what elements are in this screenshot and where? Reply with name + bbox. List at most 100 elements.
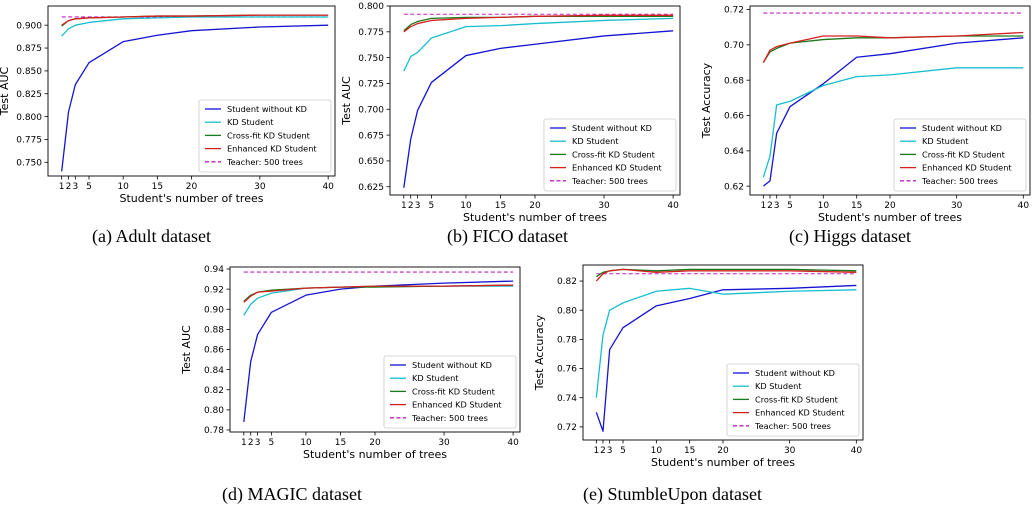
x-tick-label: 1 [593,446,599,456]
y-tick-label: 0.750 [358,54,384,64]
chart-panel-higgs: 1 2 3 5 10 15 20 30 40 0.62 0.64 0.66 0.68 0.70 0.72 St… [690,0,1035,225]
y-tick-label: 0.82 [204,386,224,396]
y-tick-label: 0.64 [724,147,744,157]
x-tick-label: 5 [787,201,793,211]
legend-label-student-without-kd: Student without KD [572,123,652,133]
chart-fico: 1 2 3 5 10 15 20 30 40 0.625 0.650 0.675 0.700 0.725 0… [340,2,681,224]
legend-label-crossfit-kd-student: Cross-fit KD Student [572,149,656,159]
series-line-kd-student [403,17,674,72]
y-tick-label: 0.825 [16,90,42,100]
x-axis-label: Student's number of trees [120,192,264,205]
legend: Student without KD KD Student Cross-fit KD… [726,363,860,437]
y-tick-label: 0.68 [724,76,744,86]
series-line-student-without-kd [243,280,514,423]
y-tick-label: 0.82 [557,277,577,287]
y-tick-label: 0.86 [204,346,224,356]
x-tick-label: 30 [598,201,610,211]
x-tick-label: 20 [186,182,198,192]
x-tick-label: 3 [72,182,78,192]
legend: Student without KD KD Student Cross-fit KD… [543,118,677,192]
y-tick-label: 0.875 [16,44,42,54]
legend-label-crossfit-kd-student: Cross-fit KD Student [922,149,1006,159]
legend-label-enhanced-kd-student: Enhanced KD Student [922,163,1012,173]
x-tick-label: 15 [684,446,695,456]
x-tick-label: 3 [415,201,421,211]
chart-panel-magic: 1 2 3 5 10 15 20 30 40 0.78 0.80 0.82 0.84 0.86 0.88 0.… [175,254,530,474]
x-tick-label: 3 [607,446,613,456]
x-tick-label: 3 [774,201,780,211]
x-axis-label: Student's number of trees [303,448,447,461]
series-line-student-without-kd [762,37,1024,187]
chart-panel-adult: 1 2 3 5 10 15 20 30 40 0.750 0.775 0.800 0.825 0.850 0… [0,0,345,225]
x-tick-label: 40 [507,438,519,448]
x-tick-label: 2 [66,182,72,192]
legend-label-kd-student: KD Student [412,373,459,383]
legend: Student without KD KD Student Cross-fit KD… [198,99,332,173]
x-tick-label: 15 [851,201,862,211]
y-tick-label: 0.76 [557,365,577,375]
x-tick-label: 2 [408,201,414,211]
x-tick-label: 2 [600,446,606,456]
y-tick-label: 0.700 [358,105,384,115]
caption-magic: (d) MAGIC dataset [222,484,362,504]
legend-label-enhanced-kd-student: Enhanced KD Student [412,400,502,410]
y-tick-label: 0.78 [557,336,577,346]
x-tick-label: 40 [667,201,679,211]
x-tick-label: 1 [241,438,247,448]
legend-label-student-without-kd: Student without KD [227,104,307,114]
series-line-student-without-kd [595,284,857,432]
y-tick-label: 0.675 [358,131,384,141]
caption-higgs: (c) Higgs dataset [789,226,911,246]
y-tick-label: 0.72 [557,423,577,433]
y-tick-label: 0.62 [724,182,744,192]
legend-label-enhanced-kd-student: Enhanced KD Student [572,163,662,173]
y-axis-label: Test AUC [180,325,193,375]
legend-label-teacher: Teacher: 500 trees [226,157,303,167]
series-line-enhanced-kd-student [762,31,1024,63]
legend-label-crossfit-kd-student: Cross-fit KD Student [227,130,311,140]
series-line-enhanced-kd-student [61,14,329,26]
y-tick-label: 0.66 [724,112,744,122]
chart-panel-stumbleupon: 1 2 3 5 10 15 20 30 40 0.72 0.74 0.76 0.78 0.80 0.82 St… [528,254,873,474]
legend-box [543,118,677,192]
legend-label-crossfit-kd-student: Cross-fit KD Student [755,394,839,404]
legend-box [893,118,1027,192]
x-tick-label: 15 [495,201,506,211]
series-line-enhanced-kd-student [595,268,857,282]
legend-label-student-without-kd: Student without KD [412,360,492,370]
x-tick-label: 5 [429,201,435,211]
y-tick-label: 0.750 [16,158,42,168]
legend-label-student-without-kd: Student without KD [922,123,1002,133]
legend-label-teacher: Teacher: 500 trees [754,421,831,431]
x-tick-label: 40 [851,446,863,456]
x-axis-label: Student's number of trees [651,456,795,469]
x-tick-label: 10 [460,201,472,211]
series-line-student-without-kd [61,24,329,172]
caption-fico: (b) FICO dataset [447,226,568,246]
x-tick-label: 10 [651,446,663,456]
y-tick-label: 0.725 [358,80,384,90]
legend-label-kd-student: KD Student [755,381,802,391]
x-tick-label: 30 [951,201,963,211]
caption-stumbleupon: (e) StumbleUpon dataset [583,484,762,504]
x-axis-label: Student's number of trees [463,211,607,224]
y-tick-label: 0.90 [204,305,224,315]
chart-stumbleupon: 1 2 3 5 10 15 20 30 40 0.72 0.74 0.76 0.78 0.80 0.82 St… [533,264,864,469]
x-tick-label: 2 [767,201,773,211]
x-tick-label: 1 [760,201,766,211]
y-tick-label: 0.94 [204,265,224,275]
legend-label-kd-student: KD Student [572,136,619,146]
legend-label-teacher: Teacher: 500 trees [571,176,648,186]
y-tick-label: 0.72 [724,6,744,16]
x-tick-label: 30 [438,438,450,448]
y-tick-label: 0.900 [16,21,42,31]
y-tick-label: 0.70 [724,41,744,51]
x-tick-label: 10 [117,182,129,192]
x-axis-label: Student's number of trees [818,211,962,224]
x-tick-label: 20 [717,446,729,456]
series-line-crossfit-kd-student [403,15,674,32]
y-tick-label: 0.84 [204,366,224,376]
legend-label-kd-student: KD Student [227,117,274,127]
y-tick-label: 0.80 [557,306,577,316]
y-tick-label: 0.775 [358,28,384,38]
